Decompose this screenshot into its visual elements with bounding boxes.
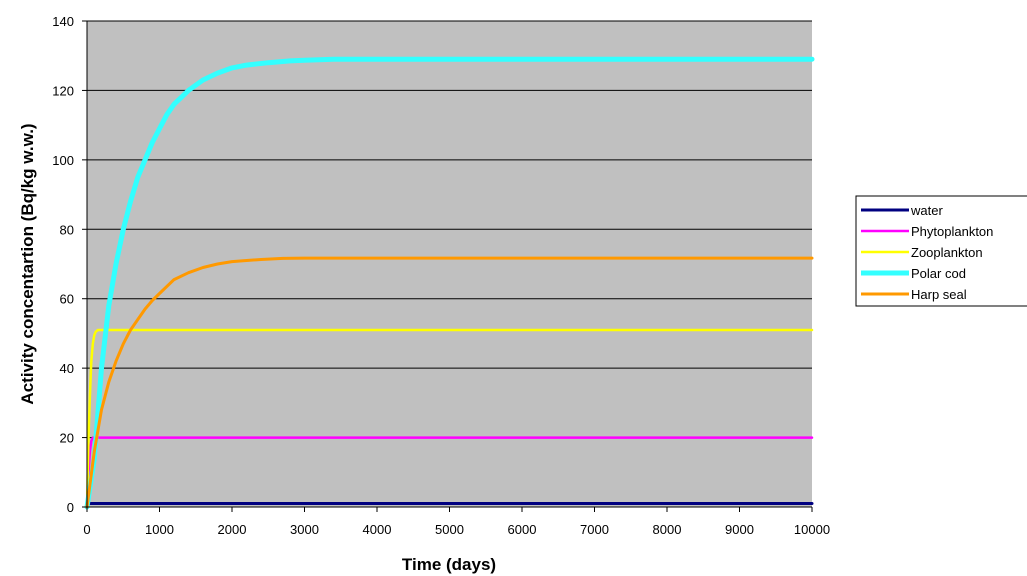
plot-area: [87, 21, 812, 507]
x-tick-label: 1000: [145, 522, 174, 537]
y-tick-label: 120: [52, 83, 74, 98]
series-line-zooplankton: [85, 328, 814, 509]
legend: water Phytoplankton Zooplankton Polar cod Ha…: [855, 195, 1027, 307]
y-tick-label: 40: [60, 361, 74, 376]
legend-label: Harp seal: [911, 287, 967, 302]
x-tick-label: 10000: [794, 522, 830, 537]
x-tick-label: 4000: [363, 522, 392, 537]
y-axis-ticks: 0 20 40 60 80 100 120 140: [52, 14, 87, 515]
x-tick-label: 0: [83, 522, 90, 537]
y-tick-label: 140: [52, 14, 74, 29]
y-tick-label: 0: [67, 500, 74, 515]
legend-label: Polar cod: [911, 266, 966, 281]
legend-label: Zooplankton: [911, 245, 983, 260]
x-axis-title: Time (days): [402, 555, 496, 574]
series-line-harp-seal: [85, 256, 814, 509]
x-tick-label: 7000: [580, 522, 609, 537]
series-line-polar-cod: [84, 56, 815, 510]
x-tick-label: 2000: [218, 522, 247, 537]
gridlines: [87, 20, 812, 439]
y-tick-label: 100: [52, 153, 74, 168]
y-tick-label: 80: [60, 222, 74, 237]
legend-label: water: [910, 203, 943, 218]
x-tick-label: 5000: [435, 522, 464, 537]
series-lines: [84, 56, 815, 510]
y-tick-label: 20: [60, 431, 74, 446]
x-tick-label: 6000: [508, 522, 537, 537]
x-tick-label: 9000: [725, 522, 754, 537]
y-axis-title: Activity concentartion (Bq/kg w.w.): [18, 123, 37, 404]
x-tick-label: 8000: [653, 522, 682, 537]
x-axis-ticks: 0 1000 2000 3000 4000 5000 6000 7000 8000 9000 100…: [83, 507, 830, 537]
y-tick-label: 60: [60, 292, 74, 307]
legend-label: Phytoplankton: [911, 224, 993, 239]
x-tick-label: 3000: [290, 522, 319, 537]
